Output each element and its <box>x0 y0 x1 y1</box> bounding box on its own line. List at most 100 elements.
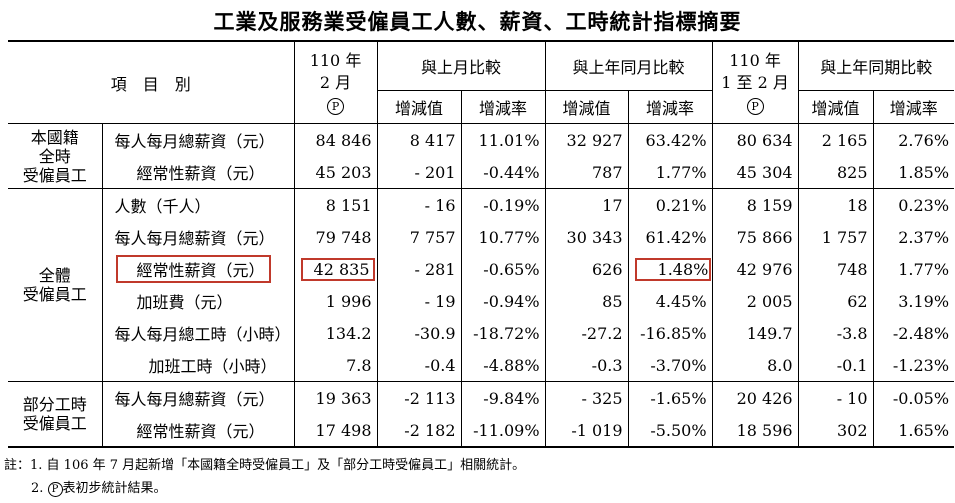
footnote-2-text: 表初步統計結果。 <box>62 481 167 496</box>
preliminary-mark-icon: P <box>746 97 764 115</box>
cell-ytd: 18 596 <box>711 414 799 448</box>
ytd-change-rate-header: 增減率 <box>872 90 955 124</box>
cell-mom-value: - 201 <box>376 156 462 189</box>
cell-mom-rate: -4.88% <box>460 349 546 382</box>
cell-ytd-rate: 0.23% <box>872 188 955 221</box>
cell-ytd-value: 62 <box>797 285 874 317</box>
ytd-yoy-group-header: 與上年同期比較 <box>797 40 955 91</box>
cell-mom-rate: -0.44% <box>460 156 546 189</box>
ytd-header: 110 年 1 至 2 月 P <box>711 40 799 124</box>
cell-yoy-rate: 0.21% <box>627 188 713 221</box>
footnote-2-number: 2. <box>31 481 44 496</box>
cell-mom-rate: -11.09% <box>460 414 546 448</box>
cell-yoy-rate: 1.77% <box>627 156 713 189</box>
cell-ytd-value: - 10 <box>797 381 874 414</box>
cell-yoy-value: 626 <box>544 253 629 285</box>
ytd-change-value-header: 增減值 <box>797 90 874 124</box>
cell-mom-value: -2 113 <box>376 381 462 414</box>
page-title: 工業及服務業受僱員工人數、薪資、工時統計指標摘要 <box>213 9 742 34</box>
cell-ytd: 45 304 <box>711 156 799 189</box>
cell-ytd-rate: 1.85% <box>872 156 955 189</box>
table-row: 加班工時（小時） 7.8 -0.4 -4.88% -0.3 -3.70% 8.0… <box>8 349 955 382</box>
row-label: 加班工時（小時） <box>101 349 295 382</box>
yoy-change-value-header: 增減值 <box>544 90 629 124</box>
cell-ytd: 8.0 <box>711 349 799 382</box>
table-row: 部分工時 受僱員工 每人每月總薪資（元） 19 363 -2 113 -9.84… <box>8 381 955 448</box>
footnotes: 註：1. 自 106 年 7 月起新增「本國籍全時受僱員工」及「部分工時受僱員工… <box>4 454 525 500</box>
cell-ytd-rate: 1.77% <box>872 253 955 285</box>
row-label: 加班費（元） <box>101 285 295 317</box>
row-label: 每人每月總薪資（元） <box>101 381 295 414</box>
row-label: 每人每月總薪資（元） <box>101 123 295 156</box>
table-row: 經常性薪資（元） 45 203 - 201 -0.44% 787 1.77% 4… <box>8 156 955 189</box>
cell-value-highlighted: 42 835 <box>293 253 378 285</box>
row-label: 每人每月總薪資（元） <box>101 221 295 253</box>
cell-mom-value: - 19 <box>376 285 462 317</box>
cell-mom-rate: -0.94% <box>460 285 546 317</box>
month-header-year: 110 年 <box>309 50 362 70</box>
cell-yoy-value: -1 019 <box>544 414 629 448</box>
table-row: 每人每月總薪資（元） 79 748 7 757 10.77% 30 343 61… <box>8 221 955 253</box>
cell-ytd-value: 2 165 <box>797 123 874 156</box>
cell-value: 19 363 <box>293 381 378 414</box>
cell-mom-rate: -0.65% <box>460 253 546 285</box>
cell-yoy-rate-highlighted: 1.48% <box>627 253 713 285</box>
cell-ytd-rate: -0.05% <box>872 381 955 414</box>
cell-value: 7.8 <box>293 349 378 382</box>
preliminary-mark-icon: P <box>47 482 63 497</box>
cell-ytd-value: 18 <box>797 188 874 221</box>
table-row: 全體 受僱員工 人數（千人） 8 151 - 16 -0.19% 17 0.21… <box>8 188 955 382</box>
cell-yoy-value: 17 <box>544 188 629 221</box>
cell-mom-rate: -9.84% <box>460 381 546 414</box>
cell-yoy-value: - 325 <box>544 381 629 414</box>
month-header-month: 2 月 <box>319 72 352 92</box>
statistics-table: 項 目 別 110 年 2 月 P 與上月比較 與上年同月比較 110 年 1 … <box>8 40 955 448</box>
row-label: 人數（千人） <box>101 188 295 221</box>
month-header: 110 年 2 月 P <box>293 40 378 124</box>
cell-value: 17 498 <box>293 414 378 448</box>
cell-yoy-rate: -5.50% <box>627 414 713 448</box>
highlight-box: 1.48% <box>634 257 713 282</box>
cell-ytd: 20 426 <box>711 381 799 414</box>
item-header-label: 項 目 別 <box>110 74 191 94</box>
row-label: 經常性薪資（元） <box>101 414 295 448</box>
cell-mom-rate: 10.77% <box>460 221 546 253</box>
table-row: 每人每月總工時（小時） 134.2 -30.9 -18.72% -27.2 -1… <box>8 317 955 349</box>
header-row-2: 增減值 增減率 增減值 增減率 增減值 增減率 <box>8 90 955 124</box>
cell-yoy-value: -27.2 <box>544 317 629 349</box>
cell-ytd: 8 159 <box>711 188 799 221</box>
ytd-header-year: 110 年 <box>729 50 781 70</box>
cell-ytd-value: 1 757 <box>797 221 874 253</box>
cell-yoy-value: -0.3 <box>544 349 629 382</box>
table-row: 經常性薪資（元） 17 498 -2 182 -11.09% -1 019 -5… <box>8 414 955 448</box>
cell-mom-value: 8 417 <box>376 123 462 156</box>
cell-ytd: 42 976 <box>711 253 799 285</box>
cell-value: 134.2 <box>293 317 378 349</box>
cell-ytd: 75 866 <box>711 221 799 253</box>
cell-ytd-rate: 3.19% <box>872 285 955 317</box>
cell-mom-rate: 11.01% <box>460 123 546 156</box>
cell-ytd: 80 634 <box>711 123 799 156</box>
cell-mom-value: -0.4 <box>376 349 462 382</box>
cell-ytd-rate: 2.76% <box>872 123 955 156</box>
cell-ytd: 149.7 <box>711 317 799 349</box>
table-row: 加班費（元） 1 996 - 19 -0.94% 85 4.45% 2 005 … <box>8 285 955 317</box>
cell-ytd-value: -0.1 <box>797 349 874 382</box>
preliminary-mark-icon: P <box>327 97 345 115</box>
cell-value: 45 203 <box>293 156 378 189</box>
cell-ytd-rate: -1.23% <box>872 349 955 382</box>
yoy-group-header: 與上年同月比較 <box>544 40 713 91</box>
item-header: 項 目 別 <box>8 40 295 124</box>
cell-mom-value: - 16 <box>376 188 462 221</box>
cell-ytd-value: -3.8 <box>797 317 874 349</box>
row-label: 每人每月總工時（小時） <box>101 317 295 349</box>
cell-value: 1 996 <box>293 285 378 317</box>
cell-yoy-value: 787 <box>544 156 629 189</box>
cell-value: 8 151 <box>293 188 378 221</box>
cell-yoy-value: 32 927 <box>544 123 629 156</box>
cell-yoy-rate: 61.42% <box>627 221 713 253</box>
cell-ytd: 2 005 <box>711 285 799 317</box>
highlight-box: 經常性薪資（元） <box>115 254 272 284</box>
group-label-all-employees: 全體 受僱員工 <box>8 188 102 382</box>
cell-yoy-value: 85 <box>544 285 629 317</box>
